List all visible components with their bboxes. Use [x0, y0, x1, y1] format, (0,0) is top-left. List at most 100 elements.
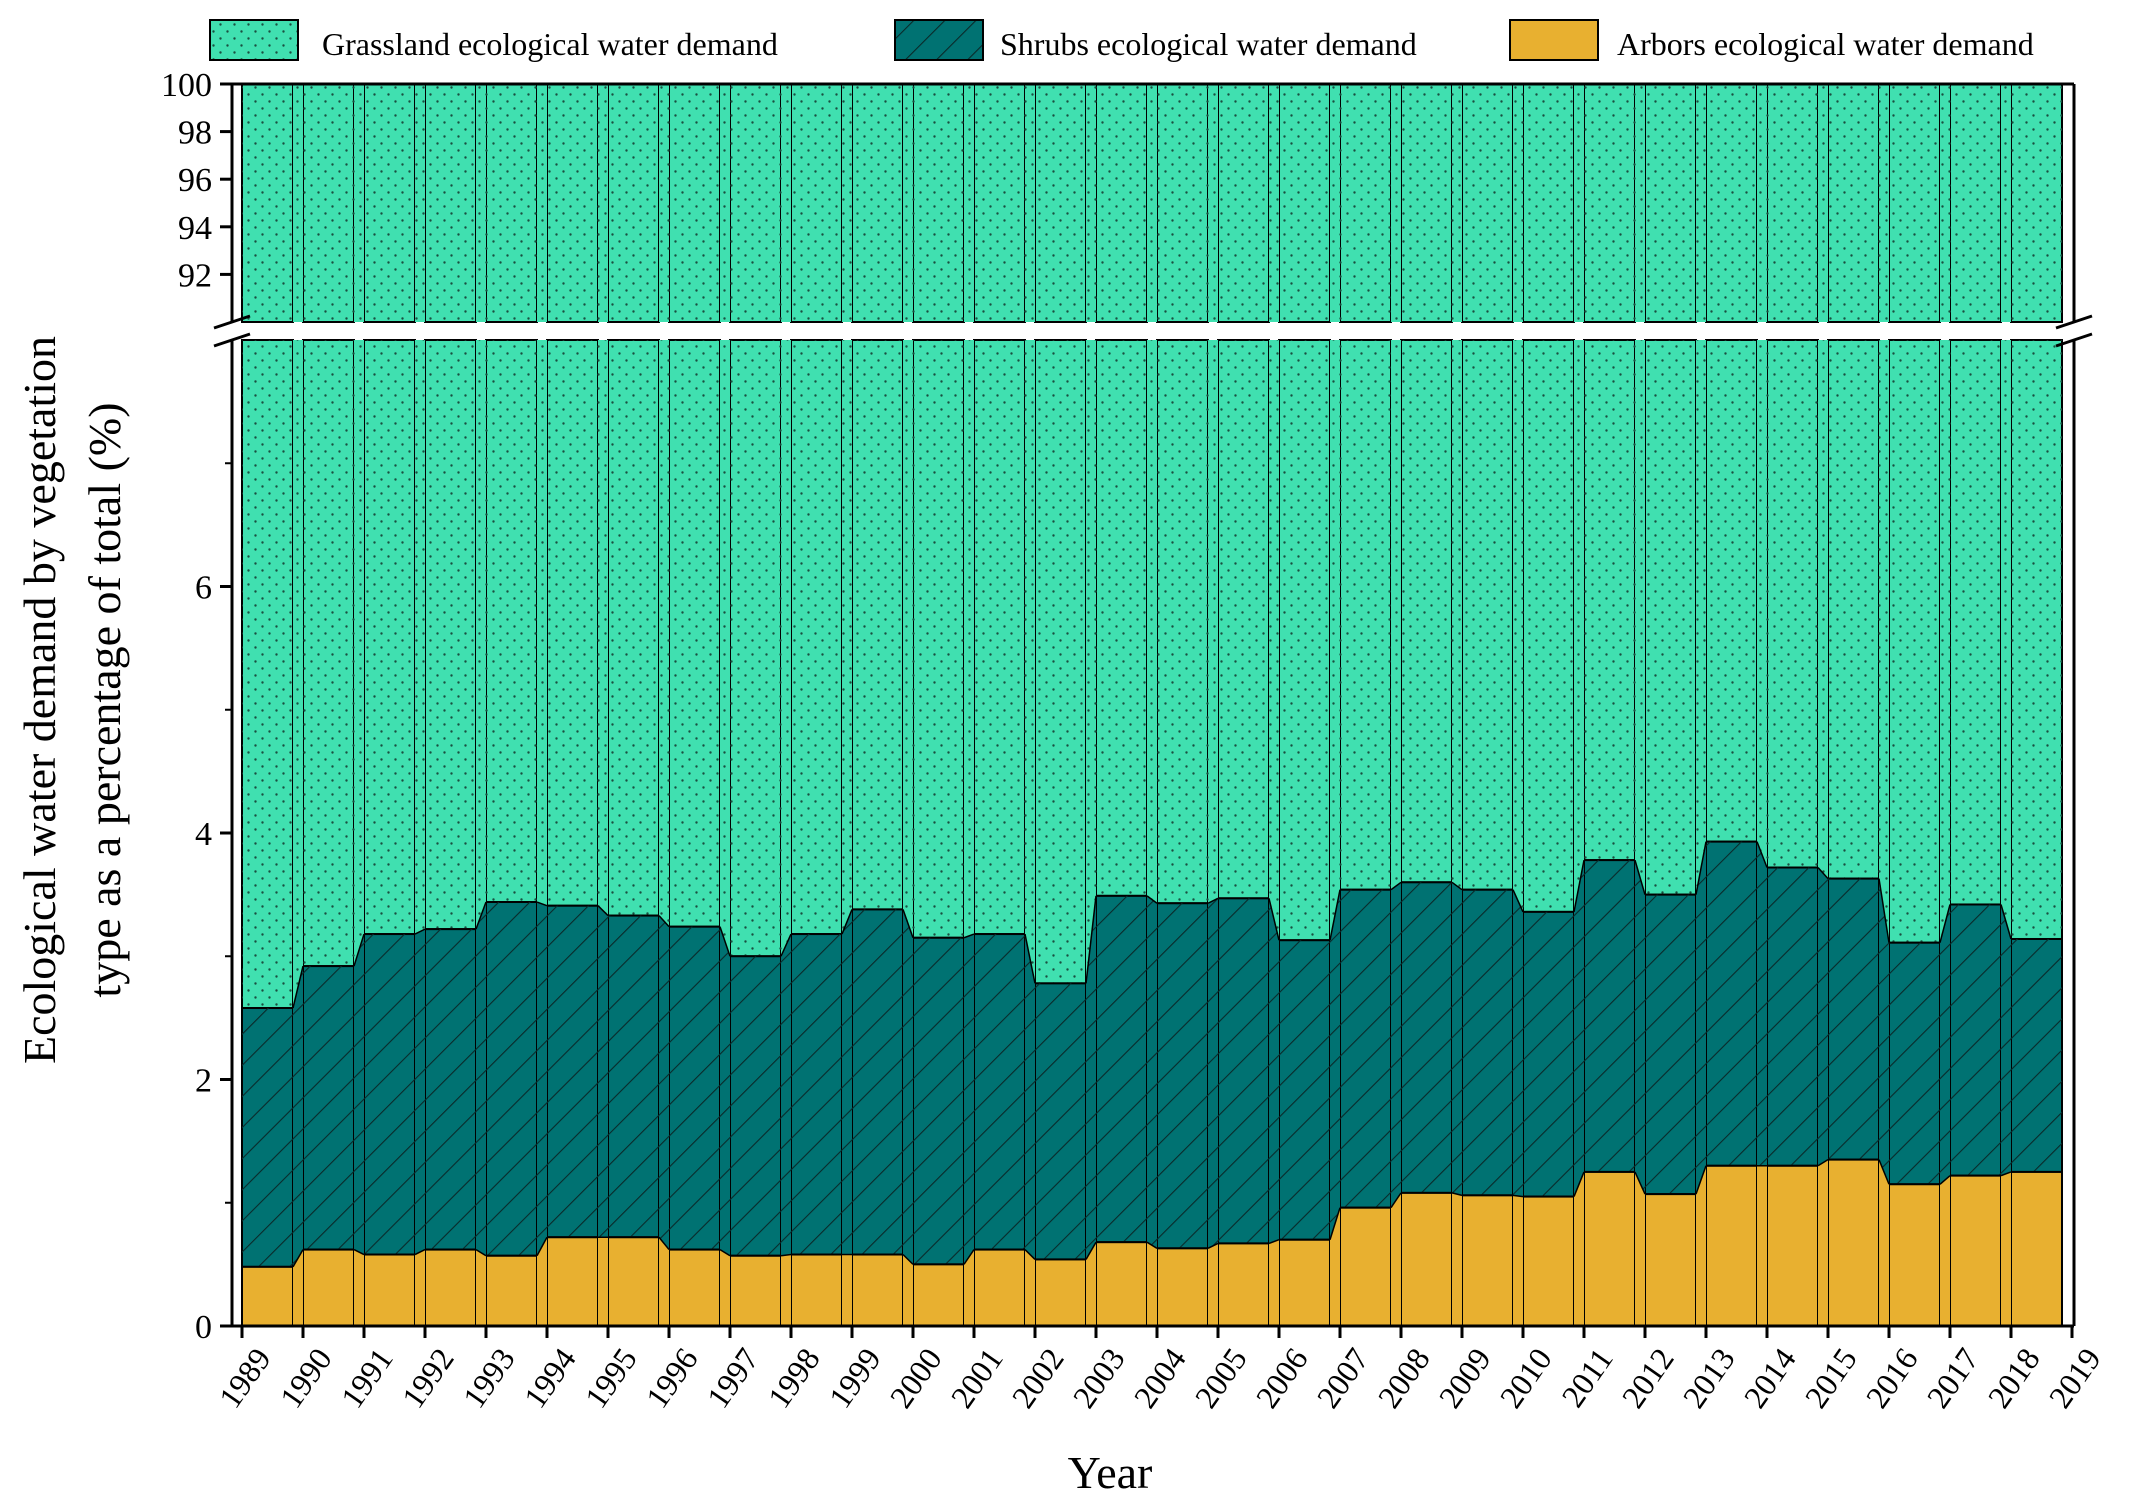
- axis-break-gap: [200, 323, 2110, 339]
- bar-grassland-pattern-2001: [974, 340, 1025, 935]
- connector-arbors-top-2002-2003: [1085, 1241, 1097, 1260]
- gap-shrubs-pattern-1999-2000: [903, 909, 913, 1265]
- connector-shrubs-top-1989-1990: [292, 965, 304, 1009]
- bar-shrubs-pattern-1992: [425, 929, 476, 1250]
- x-tick-label-2008: 2008: [1371, 1341, 1437, 1414]
- bar-arbors-1996: [668, 1248, 721, 1327]
- connector-arbors-top-1989-1990: [292, 1249, 304, 1268]
- bar-shrubs-pattern-2014: [1767, 867, 1818, 1166]
- gap-grassland-pattern-1994-1995: [598, 340, 608, 916]
- bar-arbors-2011: [1583, 1170, 1636, 1327]
- gap-grassland-upper-pattern-1999-2000: [903, 84, 913, 322]
- bar-arbors-2002: [1034, 1258, 1087, 1327]
- x-tick-label-1996: 1996: [639, 1341, 705, 1414]
- bar-grassland-upper-pattern-2010: [1523, 84, 1574, 322]
- bar-arbors-1995: [607, 1236, 660, 1328]
- y-axis-title-line-1: Ecological water demand by vegetation: [14, 336, 65, 1064]
- bar-grassland-pattern-2017: [1950, 340, 2001, 905]
- gap-arbors-2006-2007: [1330, 1207, 1340, 1326]
- bar-grassland-pattern-1998: [791, 340, 842, 935]
- gap-arbors-2001-2002: [1025, 1249, 1035, 1326]
- bar-grassland-upper-pattern-1994: [547, 84, 598, 322]
- gap-grassland-upper-pattern-1994-1995: [598, 84, 608, 322]
- x-tick-label-2017: 2017: [1920, 1341, 1986, 1414]
- gap-shrubs-pattern-2003-2004: [1147, 895, 1157, 1249]
- bar-arbors-1993: [485, 1254, 538, 1328]
- x-tick-label-2013: 2013: [1676, 1341, 1742, 1414]
- gap-grassland-upper-pattern-2012-2013: [1696, 84, 1706, 322]
- gap-shrubs-pattern-2015-2016: [1879, 878, 1889, 1185]
- bar-grassland-pattern-2009: [1462, 340, 1513, 890]
- gap-grassland-upper-pattern-2009-2010: [1513, 84, 1523, 322]
- connector-shrubs-top-2009-2010: [1512, 889, 1524, 913]
- gap-arbors-2017-2018: [2001, 1171, 2011, 1326]
- x-tick-label-2005: 2005: [1188, 1341, 1254, 1414]
- gap-grassland-pattern-2002-2003: [1086, 340, 1096, 984]
- gap-grassland-upper-pattern-2014-2015: [1818, 84, 1828, 322]
- gap-arbors-1997-1998: [781, 1254, 791, 1326]
- legend-swatch-pattern: [894, 19, 984, 61]
- connector-arbors-top-2009-2010: [1512, 1194, 1524, 1198]
- bar-shrubs-pattern-1989: [242, 1008, 293, 1267]
- connector-arbors-top-2004-2005: [1207, 1242, 1219, 1250]
- connector-shrubs-top-2008-2009: [1451, 881, 1463, 891]
- bar-shrubs-pattern-2006: [1279, 940, 1330, 1240]
- gap-grassland-pattern-2017-2018: [2001, 340, 2011, 939]
- bar-grassland-upper-pattern-2013: [1706, 84, 1757, 322]
- gap-grassland-pattern-1990-1991: [354, 340, 364, 967]
- connector-shrubs-top-2014-2015: [1817, 867, 1829, 880]
- bar-shrubs-pattern-2015: [1828, 878, 1879, 1160]
- gap-shrubs-pattern-1995-1996: [659, 915, 669, 1250]
- gap-arbors-2011-2012: [1635, 1171, 1645, 1326]
- bar-grassland-upper-pattern-2016: [1889, 84, 1940, 322]
- bar-shrubs-pattern-2011: [1584, 860, 1635, 1172]
- gap-grassland-upper-pattern-2006-2007: [1330, 84, 1340, 322]
- gap-grassland-upper-pattern-2007-2008: [1391, 84, 1401, 322]
- bar-grassland-pattern-1992: [425, 340, 476, 930]
- bar-shrubs-pattern-1996: [669, 926, 720, 1250]
- bar-grassland-upper-pattern-2004: [1157, 84, 1208, 322]
- bar-grassland-upper-pattern-2012: [1645, 84, 1696, 322]
- gap-grassland-pattern-1996-1997: [720, 340, 730, 957]
- bar-grassland-upper-pattern-1995: [608, 84, 659, 322]
- gap-grassland-pattern-1991-1992: [415, 340, 425, 935]
- connector-shrubs-top-2003-2004: [1146, 895, 1158, 904]
- gap-grassland-upper-pattern-2002-2003: [1086, 84, 1096, 322]
- gap-grassland-pattern-2013-2014: [1757, 340, 1767, 868]
- connector-shrubs-top-2015-2016: [1878, 878, 1890, 943]
- x-tick-label-1992: 1992: [395, 1341, 461, 1414]
- x-tick-label-1990: 1990: [273, 1341, 339, 1414]
- gap-shrubs-pattern-2007-2008: [1391, 882, 1401, 1208]
- bar-grassland-upper-pattern-2003: [1096, 84, 1147, 322]
- connector-shrubs-top-1994-1995: [597, 905, 609, 917]
- gap-shrubs-pattern-2014-2015: [1818, 867, 1828, 1166]
- gap-arbors-1996-1997: [720, 1249, 730, 1326]
- gap-grassland-upper-pattern-1990-1991: [354, 84, 364, 322]
- gap-grassland-upper-pattern-1993-1994: [537, 84, 547, 322]
- bar-grassland-pattern-1999: [852, 340, 903, 910]
- gap-shrubs-pattern-2004-2005: [1208, 898, 1218, 1249]
- gap-arbors-2015-2016: [1879, 1159, 1889, 1326]
- bar-grassland-upper-pattern-2002: [1035, 84, 1086, 322]
- x-tick-label-2016: 2016: [1859, 1341, 1925, 1414]
- bar-grassland-pattern-2010: [1523, 340, 1574, 912]
- bar-grassland-upper-pattern-2011: [1584, 84, 1635, 322]
- connector-shrubs-top-2002-2003: [1085, 895, 1097, 984]
- connector-arbors-top-2010-2011: [1573, 1171, 1585, 1197]
- bar-shrubs-pattern-2008: [1401, 882, 1452, 1193]
- gap-arbors-2000-2001: [964, 1249, 974, 1326]
- gap-grassland-pattern-2000-2001: [964, 340, 974, 938]
- y-tick-label-upper-92: 92: [178, 257, 212, 294]
- gap-arbors-2002-2003: [1086, 1242, 1096, 1326]
- bar-shrubs-pattern-2005: [1218, 898, 1269, 1244]
- gap-grassland-upper-pattern-2000-2001: [964, 84, 974, 322]
- connector-arbors-top-1995-1996: [658, 1236, 670, 1251]
- gap-grassland-pattern-2010-2011: [1574, 340, 1584, 912]
- bar-grassland-pattern-1994: [547, 340, 598, 906]
- bar-grassland-pattern-1993: [486, 340, 537, 903]
- bar-arbors-2004: [1156, 1247, 1209, 1328]
- x-tick-label-2007: 2007: [1310, 1341, 1376, 1414]
- bar-arbors-2008: [1400, 1191, 1453, 1328]
- bar-grassland-pattern-2012: [1645, 340, 1696, 895]
